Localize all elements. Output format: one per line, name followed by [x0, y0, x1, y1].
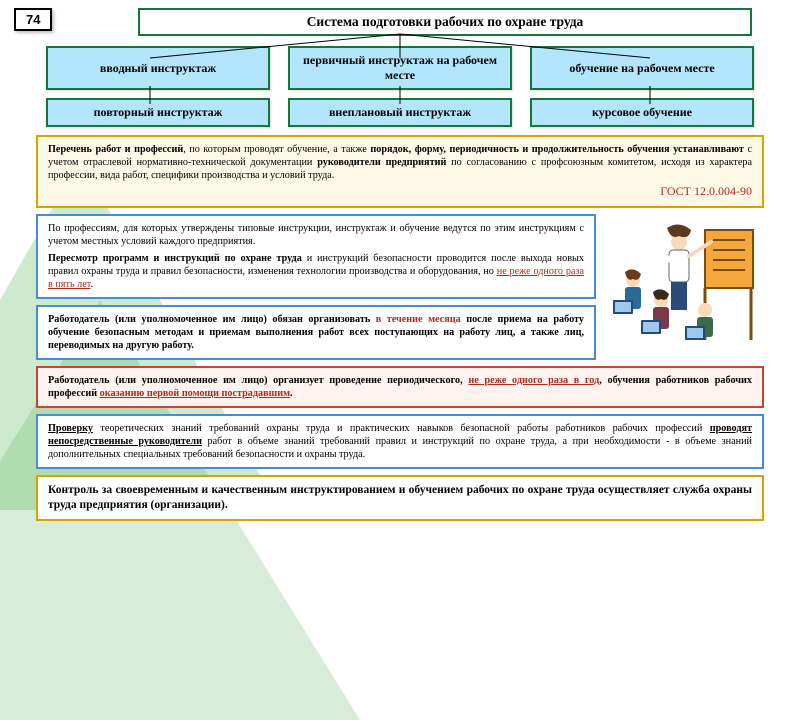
t: теоретических знаний требований охраны т… — [93, 423, 710, 434]
t: Проверку — [48, 423, 93, 434]
page-number: 74 — [14, 8, 52, 31]
panel-professions: По профессиям, для которых утверждены ти… — [36, 214, 596, 299]
panel-periodic-training: Работодатель (или уполномоченное им лицо… — [36, 366, 764, 408]
t: Пересмотр программ и инструкций по охран… — [48, 253, 302, 264]
t: . — [290, 388, 293, 399]
node-repeat-briefing: повторный инструктаж — [46, 98, 270, 127]
panel-knowledge-check: Проверку теоретических знаний требований… — [36, 414, 764, 469]
panel-work-list: Перечень работ и профессий, по которым п… — [36, 135, 764, 208]
gost-ref: ГОСТ 12.0.004-90 — [48, 184, 752, 199]
highlight-first-aid: оказанию первой помощи пострадавшим — [100, 388, 290, 399]
panel-control: Контроль за своевременным и качественным… — [36, 475, 764, 520]
t: Контроль за своевременным и качественным… — [48, 484, 752, 511]
node-row-1: вводный инструктаж первичный инструктаж … — [46, 46, 754, 90]
highlight-month: в течение месяца — [376, 314, 461, 325]
node-intro-briefing: вводный инструктаж — [46, 46, 270, 90]
t: Работодатель (или уполномоченное им лицо… — [48, 314, 376, 325]
t: По профессиям, для которых утверждены ти… — [48, 222, 584, 248]
node-workplace-training: обучение на рабочем месте — [530, 46, 754, 90]
highlight-yearly: не реже одного раза в год — [468, 375, 599, 386]
t: руководители предприятий — [317, 157, 446, 168]
t: . — [90, 279, 93, 290]
node-row-2: повторный инструктаж внеплановый инструк… — [46, 98, 754, 127]
diagram-title: Система подготовки рабочих по охране тру… — [138, 8, 752, 36]
t: порядок, форму, периодичность и продолжи… — [370, 144, 744, 155]
training-illustration — [604, 214, 764, 360]
t: Перечень работ и профессий — [48, 144, 183, 155]
node-primary-briefing: первичный инструктаж на рабочем месте — [288, 46, 512, 90]
t: Работодатель (или уполномоченное им лицо… — [48, 375, 468, 386]
t: , по которым проводят обучение, а также — [183, 144, 370, 155]
node-course-training: курсовое обучение — [530, 98, 754, 127]
panel-employer-month: Работодатель (или уполномоченное им лицо… — [36, 305, 596, 360]
node-unscheduled-briefing: внеплановый инструктаж — [288, 98, 512, 127]
